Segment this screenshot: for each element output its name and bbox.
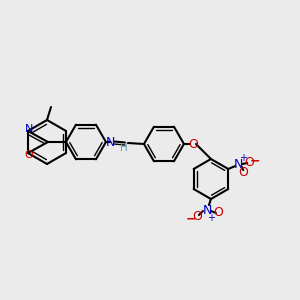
Text: N: N <box>234 158 243 170</box>
Text: −: − <box>186 212 196 226</box>
Text: O: O <box>244 157 254 169</box>
Text: O: O <box>192 209 202 223</box>
Text: +: + <box>207 213 215 223</box>
Text: O: O <box>188 137 198 151</box>
Text: −: − <box>250 154 260 167</box>
Text: N: N <box>202 205 212 218</box>
Text: N: N <box>105 136 115 148</box>
Text: O: O <box>25 150 33 160</box>
Text: +: + <box>239 153 247 163</box>
Text: O: O <box>213 206 223 220</box>
Text: O: O <box>238 166 248 178</box>
Text: N: N <box>25 124 33 134</box>
Text: H: H <box>120 143 128 153</box>
